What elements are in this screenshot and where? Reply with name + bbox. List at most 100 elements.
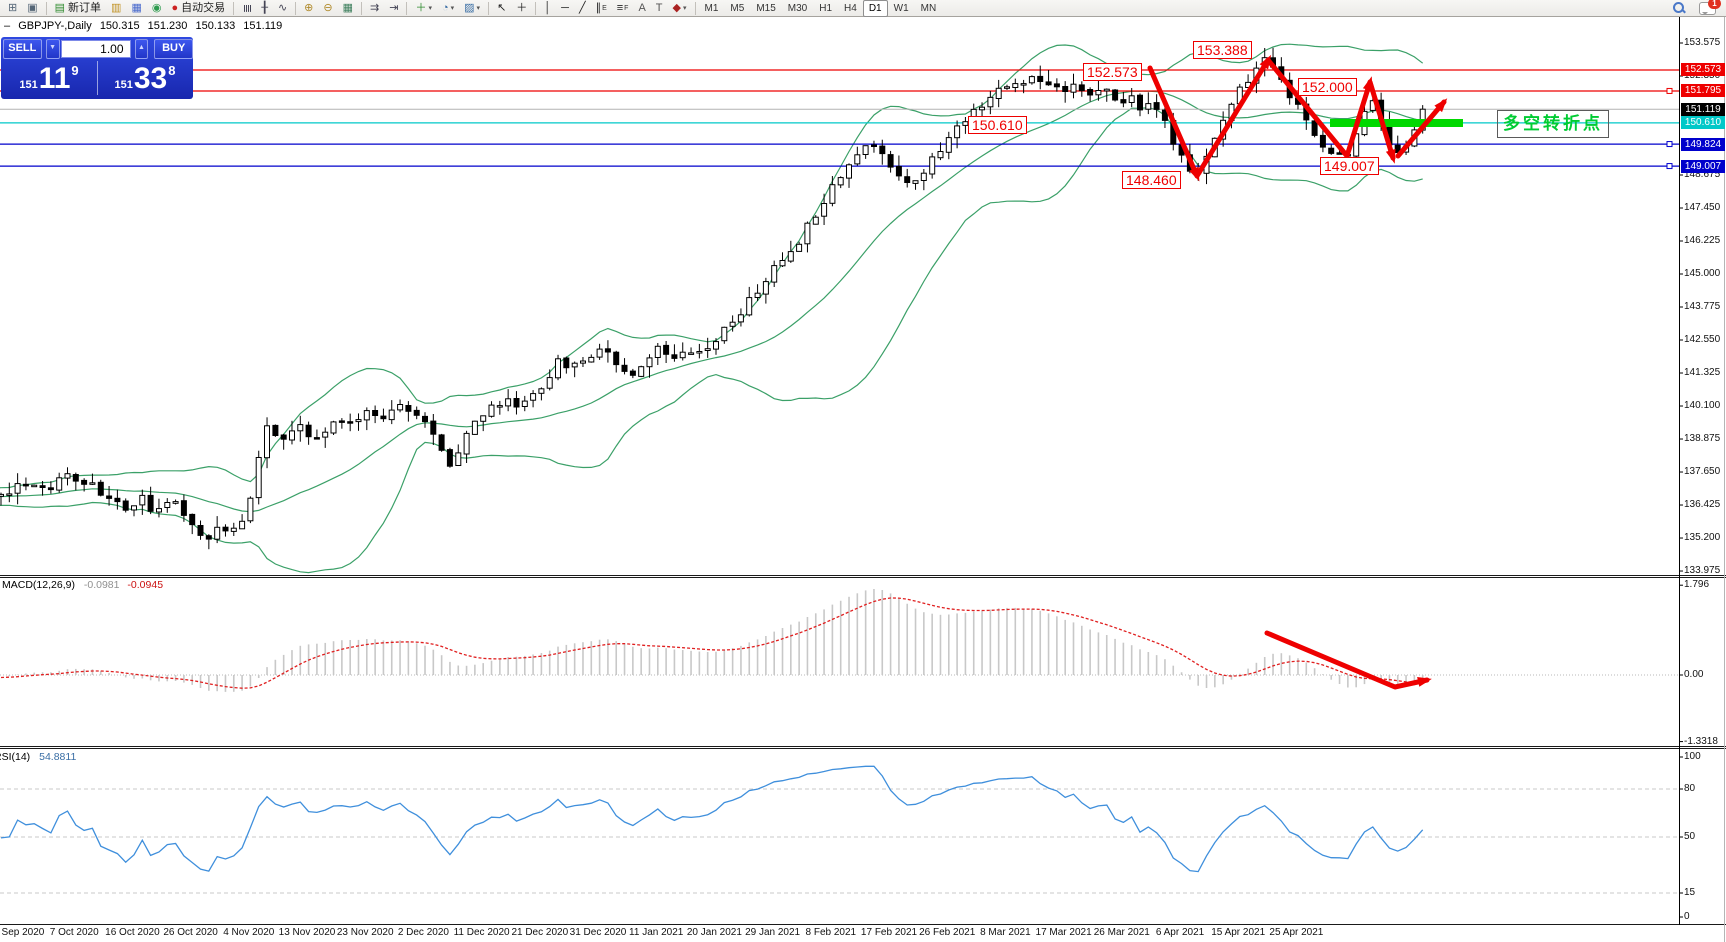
fibonacci-button[interactable]: ≡ F	[613, 0, 633, 17]
cursor-button[interactable]: ↖	[493, 0, 510, 17]
new-order-button[interactable]: ▤ 新订单	[51, 0, 105, 17]
date-label-6: 23 Nov 2020	[336, 927, 394, 938]
line-handle[interactable]	[1666, 141, 1673, 148]
periods-button[interactable]: ◔ ▾	[438, 0, 458, 17]
tile-windows-icon: ▦	[342, 1, 354, 14]
buy-price[interactable]: 151 33 8	[97, 59, 193, 97]
toolbar-right-group: 1	[1673, 0, 1721, 15]
timeframe-D1[interactable]: D1	[862, 0, 888, 17]
autotrading-icon: ●	[171, 1, 179, 14]
date-label-10: 31 Dec 2020	[569, 927, 627, 938]
ohlc-high: 151.230	[147, 20, 188, 32]
price-badge-150.610: 150.610	[1681, 116, 1725, 130]
line-handle[interactable]	[1666, 87, 1673, 94]
arrow-head	[1362, 76, 1373, 92]
turning-point-label[interactable]: 多空转折点	[1497, 110, 1609, 138]
templates-caret[interactable]: ▾	[476, 4, 481, 12]
timeframe-MN[interactable]: MN	[920, 2, 937, 14]
navigator-button[interactable]: ◉	[148, 0, 166, 17]
candlestick-mode-button[interactable]: ╂	[257, 0, 272, 17]
trendline-button[interactable]: ╱	[575, 0, 590, 17]
line-handle[interactable]	[1666, 163, 1673, 170]
indicators-button[interactable]: ＋ ▾	[411, 0, 436, 17]
ohlc-close: 151.119	[243, 20, 283, 32]
arrows-button[interactable]: ◆ ▾	[669, 0, 691, 17]
profiles-button[interactable]: ▣	[23, 0, 41, 17]
sell-price[interactable]: 151 11 9	[1, 59, 97, 97]
macd-annotation-arrow[interactable]	[1264, 630, 1430, 690]
line-chart-mode-button[interactable]: ∿	[274, 0, 291, 17]
timeframe-W1[interactable]: W1	[893, 2, 909, 14]
buy-button[interactable]: BUY	[154, 39, 193, 59]
macd-tick--1.3318: -1.3318	[1684, 735, 1718, 747]
toolbar-separator	[535, 1, 537, 15]
chat-icon[interactable]: 1	[1699, 0, 1721, 15]
timeframe-H1[interactable]: H1	[819, 2, 833, 14]
zoom-out-button[interactable]: ⊖	[319, 0, 336, 17]
timeframe-M15[interactable]: M15	[756, 2, 776, 14]
equidistant-channel-button[interactable]: ∥ E	[592, 0, 611, 17]
search-icon[interactable]	[1673, 2, 1686, 14]
toolbar-separator	[488, 1, 490, 15]
autotrading-button[interactable]: ● 自动交易	[167, 0, 229, 17]
y-tick-133.975: 133.975	[1684, 565, 1721, 577]
text-button[interactable]: A	[634, 0, 649, 17]
y-tick-141.325: 141.325	[1684, 367, 1721, 378]
templates-button[interactable]: ▨ ▾	[460, 0, 484, 17]
vertical-line-button[interactable]: │	[540, 0, 555, 17]
sell-price-big: 11	[38, 62, 71, 95]
tile-windows-button[interactable]: ▦	[339, 0, 357, 17]
annotation-152.000[interactable]: 152.000	[1298, 78, 1357, 96]
volume-up-button[interactable]: ▲	[134, 39, 149, 59]
zigzag-line[interactable]	[1147, 57, 1396, 179]
macd-tick-1.796: 1.796	[1684, 579, 1710, 591]
y-tick-135.200: 135.200	[1684, 532, 1721, 544]
bar-chart-mode-button[interactable]: ≣	[238, 0, 255, 17]
support-highlight-bar[interactable]	[1330, 119, 1463, 127]
bollinger-middle-band	[0, 90, 1423, 513]
timeframe-M30[interactable]: M30	[787, 2, 808, 14]
date-label-12: 20 Jan 2021	[686, 927, 742, 938]
volume-input[interactable]	[60, 40, 131, 58]
toolbar-separator	[233, 1, 235, 15]
arrows-caret[interactable]: ▾	[683, 4, 687, 12]
zoom-out-icon: ⊖	[323, 1, 333, 14]
sell-price-sup: 9	[71, 63, 79, 78]
price-badge-149.007: 149.007	[1681, 159, 1725, 173]
zoom-in-button[interactable]: ⊕	[300, 0, 317, 17]
data-window-button[interactable]: ▦	[127, 0, 145, 17]
annotation-149.007[interactable]: 149.007	[1320, 157, 1379, 175]
annotation-153.388[interactable]: 153.388	[1193, 41, 1252, 59]
bar-chart-mode-icon: ≣	[241, 3, 254, 13]
date-label-0: 28 Sep 2020	[0, 927, 45, 938]
rsi-name: RSI(14)	[0, 751, 31, 763]
market-watch-button[interactable]: ▥	[107, 0, 125, 17]
annotation-148.460[interactable]: 148.460	[1122, 171, 1181, 189]
sell-button[interactable]: SELL	[3, 39, 42, 59]
horizontal-line-button[interactable]: ─	[557, 0, 573, 17]
line-chart-mode-icon: ∿	[277, 1, 288, 14]
crosshair-button[interactable]: ＋	[512, 0, 531, 17]
text-label-button[interactable]: T	[652, 0, 667, 17]
trend-annotation-zigzag[interactable]	[1147, 54, 1448, 182]
price-badge-151.119: 151.119	[1681, 102, 1725, 116]
y-tick-136.425: 136.425	[1684, 499, 1721, 511]
indicators-caret[interactable]: ▾	[428, 4, 432, 12]
trade-panel-prices: 151 11 9 151 33 8	[1, 59, 193, 97]
annotation-152.573[interactable]: 152.573	[1083, 63, 1142, 81]
volume-down-button[interactable]: ▼	[45, 39, 60, 59]
sell-price-prefix: 151	[19, 79, 38, 91]
chart-shift-button[interactable]: ⇥	[385, 0, 402, 17]
timeframe-M5[interactable]: M5	[730, 2, 745, 14]
timeframe-M1[interactable]: M1	[704, 2, 719, 14]
periods-caret[interactable]: ▾	[450, 4, 455, 12]
timeframe-H4[interactable]: H4	[844, 2, 857, 14]
annotation-150.610[interactable]: 150.610	[968, 116, 1027, 134]
forecast-arrow[interactable]	[1395, 99, 1447, 159]
toolbar: ⊞ ▣ ▤ 新订单 ▥ ▦ ◉ ● 自动交易 ≣ ╂ ∿ ⊕ ⊖ ▦ ⇉ ⇥ ＋ ▾ ◔ ▾ ▨ ▾ ↖ ＋ │ ─ ╱ ∥ E ≡ F A T ◆…	[0, 0, 1726, 17]
y-tick-138.875: 138.875	[1684, 433, 1721, 445]
auto-scroll-button[interactable]: ⇉	[366, 0, 383, 17]
date-label-13: 29 Jan 2021	[745, 927, 801, 938]
new-chart-button[interactable]: ⊞	[4, 0, 21, 17]
